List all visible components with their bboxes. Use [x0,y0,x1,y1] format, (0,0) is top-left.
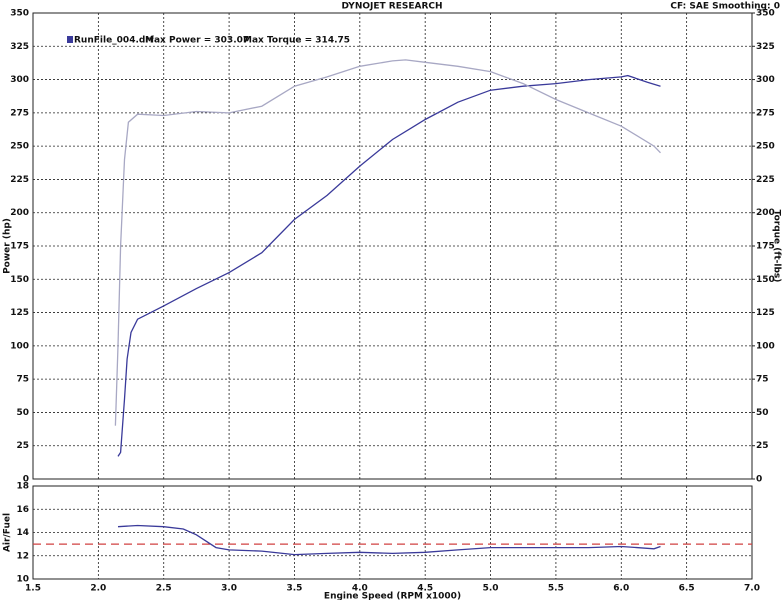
series-line [114,59,661,426]
y-tick-label: 300 [10,75,29,85]
y2-tick-label: 250 [756,142,775,152]
chart-title: DYNOJET RESEARCH [341,2,442,12]
y2-axis-label: Torque (ft-lbs) [772,210,782,283]
x-tick-label: 5.0 [483,584,499,594]
y-tick-label: 75 [16,375,29,385]
y2-tick-label: 200 [756,208,775,218]
plot-frame [32,12,753,480]
series-line [117,524,661,556]
legend-text: RunFile_004.drf [74,36,154,46]
y-tick-label: 325 [10,42,29,52]
x-tick-label: 2.5 [156,584,172,594]
y2-tick-label: 150 [756,275,775,285]
y-tick-label: 100 [10,341,29,351]
y2-tick-label: 25 [756,441,769,451]
plot-area [33,13,752,479]
x-tick-label: 4.0 [352,584,368,594]
plot-area [33,486,752,579]
y2-tick-label: 350 [756,9,775,19]
plot-frame [32,485,753,580]
y-tick-label: 0 [23,475,29,485]
legend-text: Max Power = 303.07 [145,36,249,46]
y-tick-label: 350 [10,9,29,19]
y2-tick-label: 50 [756,408,769,418]
y2-tick-label: 100 [756,341,775,351]
y2-tick-label: 75 [756,375,769,385]
y-tick-label: 12 [16,551,29,561]
y-tick-label: 10 [16,575,29,585]
legend-text: Max Torque = 314.75 [243,36,350,46]
x-tick-label: 6.5 [679,584,695,594]
x-axis-label: Engine Speed (RPM x1000) [324,592,461,600]
x-tick-label: 2.0 [90,584,106,594]
y-axis-label: Power (hp) [3,218,13,274]
y-axis-label: Air/Fuel [3,513,13,552]
y2-tick-label: 0 [756,475,762,485]
y2-tick-label: 275 [756,108,775,118]
y2-tick-label: 325 [756,42,775,52]
y-tick-label: 150 [10,275,29,285]
y-tick-label: 14 [16,528,29,538]
y2-tick-label: 300 [756,75,775,85]
x-tick-label: 3.5 [286,584,302,594]
y2-tick-label: 175 [756,242,775,252]
y-tick-label: 275 [10,108,29,118]
series-line [117,74,661,457]
y2-tick-label: 225 [756,175,775,185]
y2-tick-label: 125 [756,308,775,318]
y-tick-label: 175 [10,242,29,252]
x-tick-label: 4.5 [417,584,433,594]
y-tick-label: 50 [16,408,29,418]
y-tick-label: 225 [10,175,29,185]
y-tick-label: 16 [16,505,29,515]
x-tick-label: 1.5 [25,584,41,594]
y-tick-label: 200 [10,208,29,218]
y-tick-label: 250 [10,142,29,152]
y-tick-label: 25 [16,441,29,451]
x-tick-label: 7.0 [744,584,760,594]
x-tick-label: 5.5 [548,584,564,594]
y-tick-label: 125 [10,308,29,318]
x-tick-label: 6.0 [613,584,629,594]
y-tick-label: 18 [16,482,29,492]
legend-swatch [67,36,73,43]
x-tick-label: 3.0 [221,584,237,594]
settings-text: CF: SAE Smoothing: 0 [670,2,780,12]
